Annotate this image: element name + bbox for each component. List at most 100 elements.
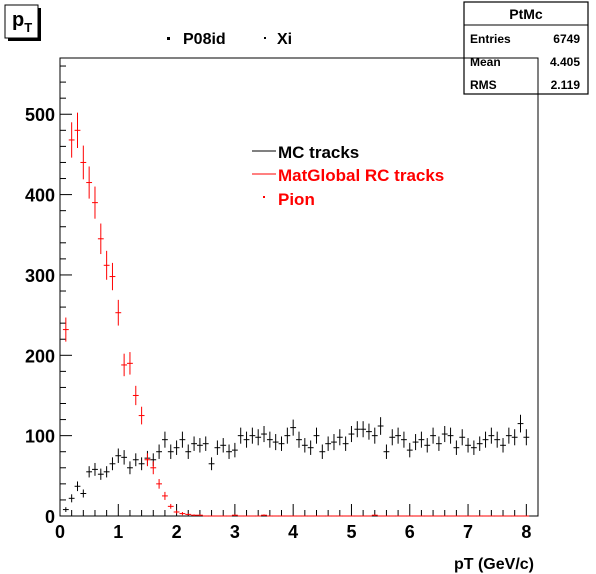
y-tick-label: 400: [25, 186, 55, 206]
data-point: [115, 299, 122, 326]
data-point: [266, 431, 273, 448]
data-point: [371, 427, 378, 444]
legend: MC tracks MatGlobal RC tracks Pion: [252, 143, 444, 209]
data-point: [465, 438, 471, 453]
data-point: [68, 122, 75, 158]
data-point: [348, 426, 355, 443]
y-axis: 0 100 200 300 400 500: [25, 65, 72, 527]
y-tick-label: 300: [25, 266, 55, 286]
data-point: [336, 429, 343, 446]
x-tick-label: 8: [521, 522, 531, 542]
data-point: [389, 429, 396, 446]
data-point: [196, 514, 203, 516]
data-point: [505, 427, 512, 444]
data-point: [447, 427, 454, 444]
data-point: [167, 444, 174, 459]
stats-mean-label: Mean: [470, 55, 501, 69]
header-particle-marker: [264, 37, 266, 39]
x-tick-label: 2: [172, 522, 182, 542]
data-point: [138, 457, 145, 471]
data-point: [261, 426, 267, 443]
x-tick-label: 5: [346, 522, 356, 542]
data-point: [74, 481, 81, 492]
stats-entries-value: 6749: [553, 32, 580, 46]
data-point: [441, 426, 448, 443]
x-axis: 0 1 2 3 4 5 6 7 8: [55, 504, 531, 542]
y-tick-label: 500: [25, 105, 55, 125]
x-axis-title: pT (GeV/c): [454, 556, 534, 573]
data-point: [418, 431, 425, 448]
x-tick-label: 6: [405, 522, 415, 542]
data-point: [231, 442, 238, 458]
data-point: [500, 438, 506, 453]
data-point: [202, 436, 209, 451]
data-point: [208, 457, 215, 471]
y-tick-label: 200: [25, 346, 55, 366]
x-tick-label: 3: [230, 522, 240, 542]
data-point: [185, 444, 192, 459]
data-point: [255, 429, 262, 446]
legend-rc-label: MatGlobal RC tracks: [278, 166, 444, 185]
data-point: [127, 461, 133, 475]
data-point: [243, 431, 250, 448]
legend-mc-label: MC tracks: [278, 143, 359, 162]
data-point: [296, 431, 302, 448]
data-point: [284, 427, 291, 444]
svg-text:pT: pT: [12, 9, 32, 35]
y-tick-label: 0: [45, 507, 55, 527]
data-point: [156, 444, 163, 459]
stats-title: PtMc: [509, 6, 543, 22]
stats-entries-label: Entries: [470, 32, 511, 46]
data-point: [319, 444, 326, 459]
data-point: [132, 453, 139, 467]
data-point: [517, 414, 524, 433]
data-point: [331, 434, 337, 451]
stats-mean-value: 4.405: [550, 55, 580, 69]
data-point: [371, 514, 378, 516]
data-point: [412, 434, 419, 451]
data-point: [127, 352, 133, 375]
header-particle-label: Xi: [277, 31, 292, 48]
legend-pion-label: Pion: [278, 190, 315, 209]
data-point: [138, 406, 145, 425]
data-point: [109, 262, 116, 291]
x-tick-label: 0: [55, 522, 65, 542]
data-point: [377, 417, 384, 435]
data-point: [191, 436, 197, 451]
data-point: [459, 429, 466, 446]
data-point: [162, 431, 168, 448]
data-point: [354, 421, 361, 438]
data-point: [86, 166, 93, 199]
data-point: [278, 436, 285, 451]
data-point: [249, 427, 256, 444]
data-point: [109, 457, 116, 471]
data-point: [62, 317, 69, 342]
series-1: [62, 112, 530, 517]
data-point: [62, 507, 69, 512]
pt-title-box: pT: [4, 4, 41, 41]
data-point: [237, 427, 244, 444]
title-sub-text: T: [24, 20, 32, 35]
data-point: [307, 440, 314, 455]
x-tick-label: 1: [113, 522, 123, 542]
title-main-text: p: [12, 9, 24, 31]
data-point: [185, 513, 192, 516]
data-point: [430, 427, 436, 444]
data-point: [92, 462, 98, 476]
data-point: [424, 438, 431, 453]
data-point: [366, 423, 372, 440]
data-point: [121, 353, 128, 377]
data-point: [360, 421, 367, 438]
data-point: [173, 440, 180, 455]
data-point: [132, 385, 139, 406]
data-point: [453, 440, 460, 455]
data-point: [115, 448, 122, 463]
data-point: [68, 494, 75, 503]
data-point: [435, 436, 442, 451]
data-point: [97, 223, 104, 255]
data-point: [167, 503, 174, 509]
data-point: [290, 419, 297, 436]
legend-pion-marker: [263, 196, 265, 198]
x-tick-label: 4: [288, 522, 298, 542]
data-point: [191, 514, 197, 516]
